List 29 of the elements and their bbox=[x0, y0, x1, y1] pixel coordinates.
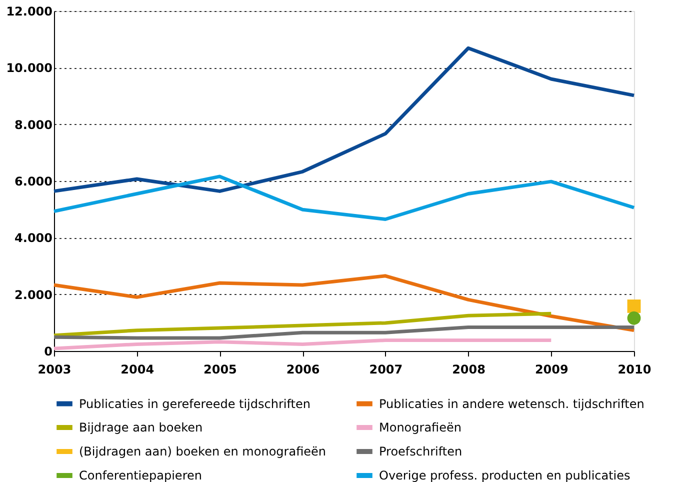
line-series bbox=[52, 325, 636, 340]
y-tick-label: 2.000 bbox=[14, 288, 52, 302]
legend-label: Conferentiepapieren bbox=[79, 468, 202, 482]
y-tick-label: 8.000 bbox=[14, 118, 52, 132]
legend-label: Publicaties in andere wetensch. tijdschriften bbox=[379, 396, 644, 411]
x-tick-label: 2007 bbox=[369, 362, 403, 376]
line-series bbox=[52, 338, 553, 350]
y-tick-label: 0 bbox=[44, 344, 52, 358]
legend-label: Monografieën bbox=[379, 420, 462, 434]
line-series bbox=[52, 274, 636, 332]
x-tick-label: 2010 bbox=[618, 362, 652, 376]
y-tick-label: 12.000 bbox=[6, 4, 52, 18]
x-tick-label: 2005 bbox=[204, 362, 237, 376]
line-series bbox=[52, 312, 553, 338]
x-tick-label: 2003 bbox=[38, 362, 72, 376]
legend-label: (Bijdragen aan) boeken en monografieën bbox=[79, 444, 326, 458]
x-tick-label: 2006 bbox=[286, 362, 320, 376]
legend-label: Proefschriften bbox=[379, 444, 462, 458]
x-tick-label: 2008 bbox=[452, 362, 486, 376]
x-tick-label: 2009 bbox=[534, 362, 568, 376]
y-tick-label: 4.000 bbox=[14, 231, 52, 246]
y-tick-label: 6.000 bbox=[14, 174, 52, 188]
y-tick-label: 10.000 bbox=[6, 61, 52, 76]
legend-label: Bijdrage aan boeken bbox=[79, 420, 203, 434]
line-series bbox=[52, 46, 636, 193]
x-tick-label: 2004 bbox=[120, 362, 154, 376]
legend-label: Publicaties in gerefereede tijdschriften bbox=[79, 396, 310, 411]
legend-label: Overige profess. producten en publicaties bbox=[379, 468, 630, 482]
line-series bbox=[52, 174, 636, 221]
